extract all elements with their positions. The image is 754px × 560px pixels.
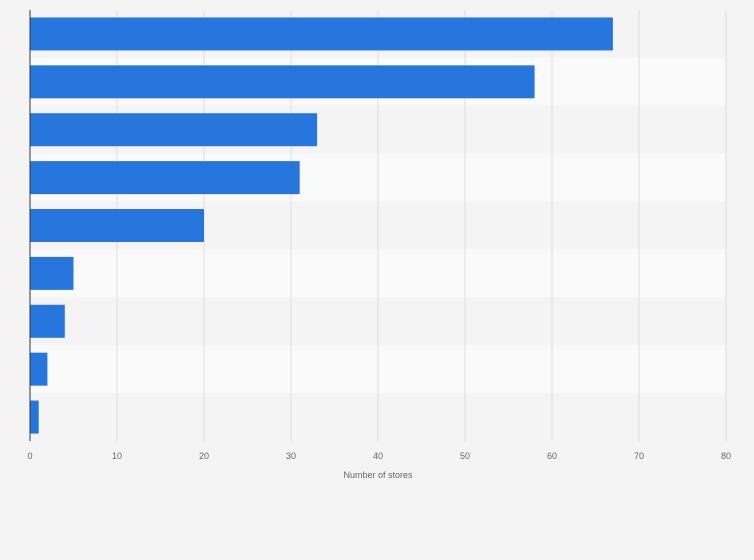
bar [30, 400, 39, 434]
x-tick-label: 30 [286, 451, 296, 461]
x-tick-label: 50 [460, 451, 470, 461]
bar [30, 161, 300, 195]
x-tick-label: 10 [112, 451, 122, 461]
x-axis-ticks: 0 10 20 30 40 50 60 70 80 [27, 451, 731, 461]
bar [30, 17, 613, 51]
x-axis-title: Number of stores [343, 470, 413, 480]
x-tick-label: 0 [27, 451, 32, 461]
x-tick-label: 40 [373, 451, 383, 461]
bar [30, 65, 535, 99]
x-tick-label: 20 [199, 451, 209, 461]
x-tick-label: 70 [634, 451, 644, 461]
bar [30, 256, 74, 290]
x-tick-label: 60 [547, 451, 557, 461]
x-tick-label: 80 [721, 451, 731, 461]
bar [30, 304, 65, 338]
bar [30, 209, 204, 242]
bar [30, 113, 318, 147]
bars [30, 17, 613, 434]
bar [30, 352, 48, 386]
